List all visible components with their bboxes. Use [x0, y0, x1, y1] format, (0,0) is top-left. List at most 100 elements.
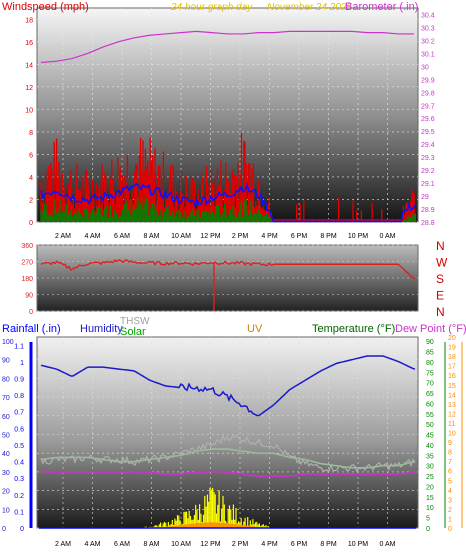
temperature-y-tick-label: 65 [426, 391, 434, 398]
windspeed-label: Windspeed (mph) [2, 1, 89, 13]
x-tick-label-top: 12 PM [200, 233, 220, 240]
x-tick-label-top: 10 AM [171, 233, 191, 240]
barometer-y-tick-label: 29.7 [421, 103, 435, 110]
uv-y-tick-label: 15 [448, 383, 456, 390]
direction-y-tick-label: 180 [21, 276, 33, 283]
uv-y-tick-label: 16 [448, 373, 456, 380]
uv-y-tick-label: 5 [448, 478, 452, 485]
temperature-y-tick-label: 25 [426, 474, 434, 481]
barometer-y-tick-label: 29.5 [421, 129, 435, 136]
uv-y-tick-label: 20 [448, 335, 456, 342]
x-tick-label-bottom: 2 AM [55, 541, 71, 548]
x-tick-label-bottom: 12 PM [200, 541, 220, 548]
humidity-y-tick-label: 100 [2, 339, 14, 346]
uv-y-tick-label: 3 [448, 497, 452, 504]
temperature-y-tick-label: 75 [426, 370, 434, 377]
uv-label: UV [247, 323, 263, 335]
x-tick-label-top: 10 PM [348, 233, 368, 240]
temperature-y-tick-label: 35 [426, 453, 434, 460]
uv-y-tick-label: 9 [448, 440, 452, 447]
compass-label: N [436, 305, 445, 319]
temp-plot-area [36, 336, 419, 529]
compass-label: E [436, 289, 444, 303]
wind-y-tick-label: 4 [29, 175, 33, 182]
humidity-y-tick-label: 0 [2, 526, 6, 533]
temperature-line [40, 448, 416, 469]
humidity-y-tick-label: 70 [2, 395, 10, 402]
temperature-y-tick-label: 85 [426, 350, 434, 357]
compass-label: S [436, 272, 444, 286]
x-tick-label-top: 4 AM [85, 233, 101, 240]
humidity-y-tick-label: 80 [2, 376, 10, 383]
uv-y-tick-label: 11 [448, 421, 455, 428]
wind-direction-line [40, 259, 416, 280]
x-tick-label-bottom: 4 PM [261, 541, 278, 548]
uv-y-tick-label: 2 [448, 507, 452, 514]
barometer-y-tick-label: 29 [421, 194, 429, 201]
uv-y-tick-label: 6 [448, 469, 452, 476]
direction-y-tick-label: 270 [21, 260, 33, 267]
humidity-y-tick-label: 10 [2, 507, 10, 514]
rain-y-tick-label: 0 [20, 526, 24, 533]
uv-area [41, 522, 414, 528]
rain-y-tick-label: 0.6 [14, 426, 24, 433]
rain-y-tick-label: 0.7 [14, 410, 24, 417]
barometer-y-tick-label: 29.9 [421, 77, 435, 84]
humidity-label: Humidity [80, 323, 123, 335]
direction-y-tick-label: 360 [21, 243, 33, 250]
x-tick-label-bottom: 4 AM [85, 541, 101, 548]
thsw-line [40, 433, 416, 473]
x-tick-label-bottom: 8 AM [144, 541, 160, 548]
x-tick-label-top: 6 PM [291, 233, 308, 240]
wind-y-tick-label: 12 [25, 85, 33, 92]
uv-y-tick-label: 17 [448, 364, 456, 371]
x-tick-label-top: 8 PM [320, 233, 337, 240]
uv-y-tick-label: 10 [448, 431, 456, 438]
humidity-y-tick-label: 40 [2, 451, 10, 458]
temperature-y-tick-label: 5 [426, 516, 430, 523]
x-tick-label-top: 6 AM [114, 233, 130, 240]
uv-y-tick-label: 7 [448, 459, 452, 466]
temperature-y-tick-label: 15 [426, 495, 434, 502]
rain-y-tick-label: 0.2 [14, 493, 24, 500]
temperature-y-tick-label: 45 [426, 433, 434, 440]
graph-title: 24 hour graph day [170, 2, 253, 13]
temperature-label: Temperature (°F) [312, 323, 395, 335]
compass-label: N [436, 239, 445, 253]
x-tick-label-top: 0 AM [380, 233, 396, 240]
x-tick-label-top: 4 PM [261, 233, 278, 240]
barometer-y-tick-label: 29.2 [421, 168, 435, 175]
wind-y-tick-label: 0 [29, 220, 33, 227]
direction-y-tick-label: 90 [25, 293, 33, 300]
barometer-y-tick-label: 30.1 [421, 51, 435, 58]
solar-label: Solar [120, 326, 146, 338]
temperature-y-tick-label: 20 [426, 484, 434, 491]
temperature-y-tick-label: 50 [426, 422, 434, 429]
humidity-y-tick-label: 60 [2, 414, 10, 421]
barometer-line [40, 30, 414, 64]
compass-label: W [436, 256, 448, 270]
direction-grid [37, 244, 418, 312]
barometer-y-tick-label: 28.8 [421, 220, 435, 227]
humidity-y-tick-label: 50 [2, 433, 10, 440]
uv-y-tick-label: 18 [448, 354, 456, 361]
barometer-y-tick-label: 30.2 [421, 38, 435, 45]
temperature-y-tick-label: 40 [426, 443, 434, 450]
wind-y-tick-label: 18 [25, 17, 33, 24]
thsw-label: THSW [120, 316, 150, 327]
wind-y-tick-label: 2 [29, 197, 33, 204]
temperature-y-tick-label: 10 [426, 505, 434, 512]
x-tick-label-top: 2 PM [232, 233, 249, 240]
x-tick-label-bottom: 6 PM [291, 541, 308, 548]
temperature-y-tick-label: 55 [426, 412, 434, 419]
barometer-y-tick-label: 30.3 [421, 25, 435, 32]
uv-y-tick-label: 8 [448, 450, 452, 457]
temperature-y-tick-label: 80 [426, 360, 434, 367]
dewpoint-line [40, 470, 416, 478]
x-tick-label-bottom: 8 PM [320, 541, 337, 548]
humidity-y-tick-label: 20 [2, 489, 10, 496]
chart-marks [39, 30, 417, 529]
barometer-y-tick-label: 30.4 [421, 12, 435, 19]
humidity-line [40, 355, 416, 417]
barometer-y-tick-label: 29.8 [421, 90, 435, 97]
